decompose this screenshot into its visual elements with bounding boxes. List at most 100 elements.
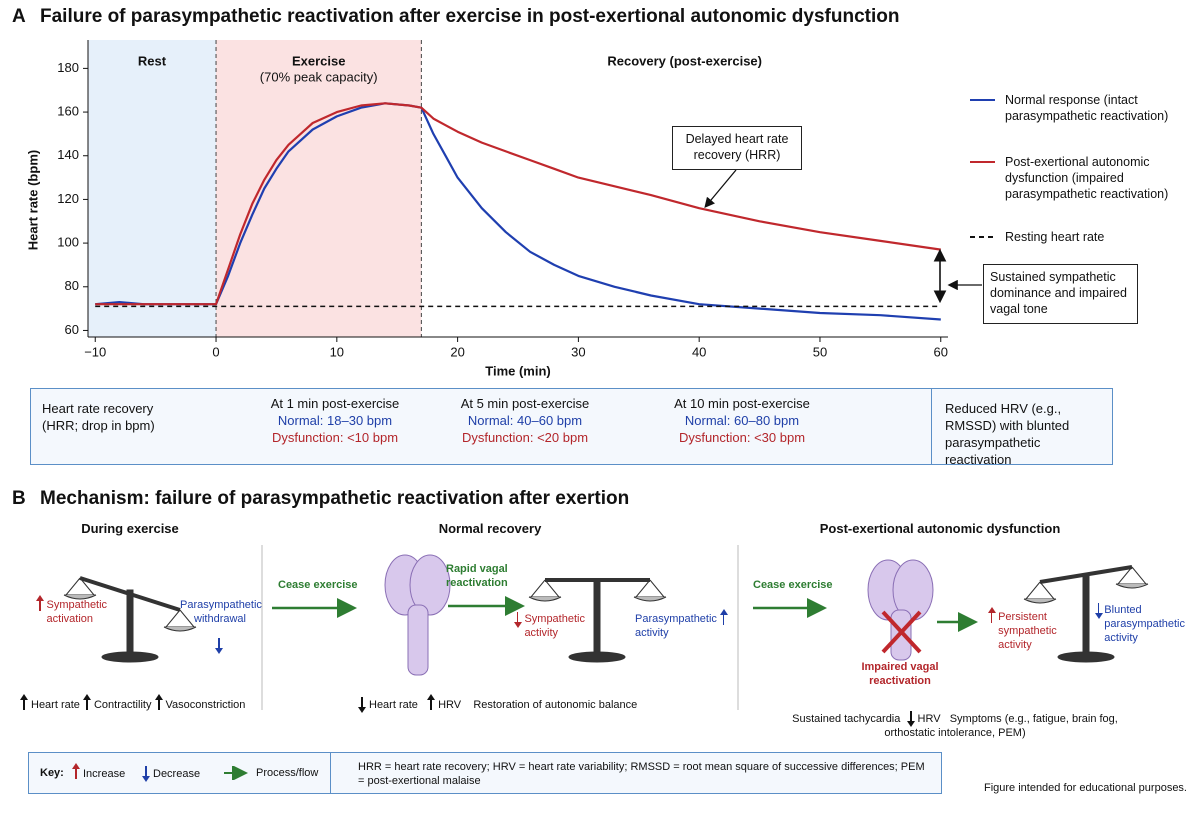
effect: Blunted parasympathetic activity	[1095, 603, 1185, 645]
dysfunction: Dysfunction: <20 bpm	[461, 430, 589, 445]
label: Sympathetic activation	[46, 599, 108, 625]
table-cell: At 1 min post-exercise Normal: 18–30 bpm D…	[245, 395, 425, 446]
flow-icon	[224, 766, 248, 780]
effect: Parasympathetic withdrawal	[180, 598, 262, 654]
panel-label: A	[12, 6, 26, 27]
x-axis-label: Time (min)	[485, 363, 551, 378]
time: At 10 min post-exercise	[674, 396, 810, 411]
region-sublabel: (70% peak capacity)	[260, 69, 378, 84]
panel-label: B	[12, 488, 26, 509]
section-title: Post-exertional autonomic dysfunction	[819, 521, 1061, 536]
balance-scale	[528, 578, 667, 663]
y-tick-label: 180	[57, 60, 79, 75]
x-tick-label: 10	[330, 344, 344, 359]
effect: Sympathetic activity	[512, 612, 594, 640]
table-divider	[931, 389, 932, 464]
legend-description: (impaired parasympathetic reactivation)	[1005, 171, 1169, 201]
dysfunction: Dysfunction: <30 bpm	[678, 430, 806, 445]
effect: Heart rate	[369, 699, 418, 711]
dysfunction: Dysfunction: <10 bpm	[271, 430, 399, 445]
legend-entry: Resting heart rate	[1005, 229, 1190, 245]
legend-label: Resting heart rate	[1005, 230, 1105, 244]
annotation-arrow	[704, 169, 737, 208]
label: Parasympathetic withdrawal	[180, 599, 262, 625]
step: Cease exercise	[753, 579, 833, 591]
increase-arrow	[36, 595, 43, 611]
label: Decrease	[153, 768, 201, 780]
increase-arrow	[987, 607, 997, 623]
key-item: Decrease	[142, 766, 201, 782]
label: Parasympathetic activity	[635, 613, 717, 639]
hrr-table	[30, 388, 1113, 465]
y-tick-label: 140	[57, 147, 79, 162]
effect: Sustained tachycardia	[792, 713, 901, 725]
table-cell: At 10 min post-exercise Normal: 60–80 bpm…	[652, 395, 832, 446]
annotation: Sustained sympathetic dominance and impa…	[983, 264, 1138, 324]
legend-entry: Post-exertional autonomic dysfunction (i…	[1005, 154, 1190, 202]
brainstem-icon	[384, 554, 451, 676]
effect: HRV	[917, 713, 941, 725]
region-label: Rest	[138, 53, 167, 68]
x-tick-label: 0	[212, 344, 219, 359]
time: At 5 min post-exercise	[460, 396, 590, 411]
x-tick-label: 40	[692, 344, 706, 359]
table-note: Reduced HRV (e.g., RMSSD) with blunted p…	[945, 401, 1070, 467]
y-tick-label: 80	[65, 278, 79, 293]
step: Rapid vagal reactivation	[446, 563, 508, 589]
normal: Normal: 60–80 bpm	[684, 413, 800, 428]
x-tick-label: 30	[571, 344, 585, 359]
section-title: During exercise	[81, 521, 179, 536]
effect: Parasympathetic activity	[635, 609, 730, 640]
section-title: Normal recovery	[438, 521, 542, 536]
summary: Restoration of autonomic balance	[473, 699, 638, 711]
key-divider	[330, 753, 331, 793]
x-tick-label: −10	[84, 344, 106, 359]
normal: Normal: 18–30 bpm	[277, 413, 393, 428]
impaired-mark	[881, 610, 922, 654]
key-item: Increase	[72, 763, 126, 781]
annotation: Delayed heart rate recovery (HRR)	[672, 126, 802, 170]
y-tick-label: 120	[57, 191, 79, 206]
effect: Persistent sympathetic activity	[987, 607, 1078, 652]
time: At 1 min post-exercise	[270, 396, 400, 411]
effect: HRV	[438, 699, 462, 711]
table-cell: At 5 min post-exercise Normal: 40–60 bpm D…	[435, 395, 615, 446]
mechanism-icons	[63, 545, 1149, 710]
brainstem-icon	[867, 559, 934, 661]
footnote: Figure intended for educational purposes…	[983, 782, 1187, 794]
label: Persistent sympathetic activity	[998, 611, 1057, 651]
normal: Normal: 40–60 bpm	[467, 413, 583, 428]
effect: Contractility	[93, 699, 152, 711]
key-box	[28, 752, 942, 794]
x-tick-label: 20	[450, 344, 464, 359]
effect: Sympathetic activation	[36, 595, 131, 626]
legend-label: Post-exertional autonomic dysfunction	[1005, 155, 1150, 185]
effects: Heart rate Contractility Vasoconstrictio…	[20, 694, 246, 712]
chart: A Failure of parasympathetic reactivatio…	[12, 6, 995, 378]
y-tick-label: 60	[65, 322, 79, 337]
line	[95, 102, 941, 306]
region-label: Recovery (post-exercise)	[607, 53, 762, 68]
chart-title: Failure of parasympathetic reactivation …	[40, 6, 899, 27]
panel-title: Mechanism: failure of parasympathetic re…	[40, 488, 630, 509]
legend-entry: Normal response (intact parasympathetic …	[1005, 92, 1190, 124]
y-axis-label: Heart rate (bpm)	[25, 150, 40, 250]
label: Increase	[83, 768, 126, 780]
label: Sympathetic activity	[524, 613, 585, 639]
balance-scale	[1023, 565, 1149, 663]
effect: Vasoconstriction	[165, 699, 246, 711]
balance-scale	[63, 576, 197, 663]
key-title: Key:	[40, 767, 64, 779]
effects: Sustained tachycardia HRV Symptoms (e.g.…	[785, 711, 1125, 740]
increase-arrow	[718, 609, 730, 625]
abbreviations: HRR = heart rate recovery; HRV = heart r…	[358, 761, 925, 787]
decrease-arrow	[214, 638, 223, 654]
legend-label: Normal response	[1005, 93, 1101, 107]
legend-description: (intact parasympathetic reactivation)	[1005, 93, 1169, 123]
table-header: Heart rate recovery (HRR; drop in bpm)	[42, 401, 155, 433]
region	[88, 40, 217, 337]
step: Cease exercise	[278, 579, 358, 591]
x-tick-label: 60	[934, 344, 948, 359]
effects: Heart rate HRV Restoration of autonomic …	[358, 694, 638, 713]
